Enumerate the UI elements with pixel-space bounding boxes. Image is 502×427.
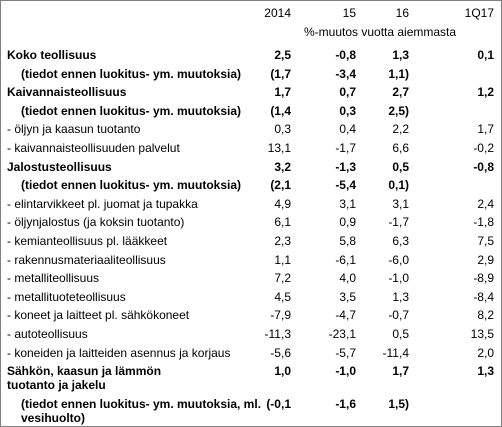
cell-value: -7,9 [270, 308, 291, 323]
column-header: 1Q17 [464, 6, 494, 20]
cell-value: 4,0 [339, 271, 356, 286]
cell-value: 0,3 [274, 122, 291, 137]
cell-value: (-0,1 [266, 397, 291, 412]
cell-value: 5,8 [339, 234, 356, 248]
cell-value: -5,7 [335, 345, 356, 360]
cell-value: 1,7 [477, 122, 494, 137]
row-label: Koko teollisuus [7, 48, 97, 62]
cell-value: 4,5 [274, 289, 291, 304]
cell-value: 1,3 [477, 364, 494, 379]
cell-value: -3,4 [335, 66, 356, 81]
row-label: - kemianteollisuus pl. lääkkeet [7, 234, 168, 248]
cell-value: -8,9 [473, 271, 494, 286]
cell-value: 13,5 [470, 327, 494, 341]
header-note: %-muutos vuotta aiemmasta [304, 25, 457, 39]
cell-value: 2,5) [388, 103, 409, 118]
cell-value: 8,2 [477, 308, 494, 323]
cell-value: -11,3 [264, 327, 291, 341]
cell-value: -5,4 [335, 178, 356, 193]
cell-value: 7,2 [274, 271, 291, 286]
row-label: - öljyn ja kaasun tuotanto [7, 122, 141, 137]
cell-value: -0,8 [335, 48, 356, 62]
cell-value: 3,1 [339, 196, 356, 211]
cell-value: -1,8 [473, 215, 494, 230]
cell-value: -1,7 [388, 215, 409, 230]
cell-value: 0,4 [339, 122, 356, 137]
cell-value: 0,3 [339, 103, 356, 118]
cell-value: -6,0 [388, 252, 409, 267]
cell-value: 1,2 [477, 85, 494, 100]
cell-value: 2,4 [477, 196, 494, 211]
cell-value: 2,0 [477, 345, 494, 360]
cell-value: -1,7 [335, 141, 356, 155]
row-label: - autoteollisuus [7, 327, 88, 341]
cell-value: -6,1 [335, 252, 356, 267]
row-label: - koneet ja laitteet pl. sähkökoneet [7, 308, 190, 323]
cell-value: 2,2 [392, 122, 409, 137]
cell-value: 13,1 [267, 141, 291, 155]
row-label: - koneiden ja laitteiden asennus ja korj… [7, 345, 231, 360]
cell-value: 7,5 [477, 234, 494, 248]
row-label: Sähkön, kaasun ja lämmön tuotanto ja jak… [7, 364, 162, 393]
cell-value: -8,4 [473, 289, 494, 304]
cell-value: 6,1 [274, 215, 291, 230]
column-header: 16 [395, 6, 409, 20]
column-header: 2014 [264, 6, 291, 20]
cell-value: 6,3 [392, 234, 409, 248]
cell-value: -1,3 [335, 159, 356, 174]
cell-value: 2,5 [274, 48, 291, 62]
cell-value: -0,2 [473, 141, 494, 155]
cell-value: 1,5) [388, 397, 409, 412]
cell-value: -0,8 [473, 159, 494, 174]
cell-value: (1,7 [270, 66, 291, 81]
row-label: - rakennusmateriaaliteollisuus [7, 252, 166, 267]
cell-value: (2,1 [270, 178, 291, 193]
row-label: - öljynjalostus (ja koksin tuotanto) [7, 215, 185, 230]
row-label: (tiedot ennen luokitus- ym. muutoksia) [21, 103, 242, 118]
cell-value: 3,2 [274, 159, 291, 174]
cell-value: (1,4 [270, 103, 291, 118]
cell-value: 0,7 [339, 85, 356, 100]
cell-value: -1,6 [335, 397, 356, 412]
row-label: Kaivannaisteollisuus [7, 85, 127, 100]
row-label: (tiedot ennen luokitus- ym. muutoksia, m… [21, 397, 262, 426]
cell-value: 1,3 [392, 48, 409, 62]
cell-value: 1,3 [392, 289, 409, 304]
row-label: Jalostusteollisuus [7, 159, 112, 174]
cell-value: -11,4 [382, 345, 409, 360]
cell-value: 0,5 [392, 327, 409, 341]
cell-value: 0,9 [339, 215, 356, 230]
cell-value: 3,5 [339, 289, 356, 304]
cell-value: 3,1 [392, 196, 409, 211]
cell-value: -4,7 [335, 308, 356, 323]
cell-value: 1,1) [388, 66, 409, 81]
cell-value: 2,3 [274, 234, 291, 248]
cell-value: -1,0 [388, 271, 409, 286]
row-label: (tiedot ennen luokitus- ym. muutoksia) [21, 178, 242, 193]
cell-value: 0,1 [477, 48, 494, 62]
cell-value: -0,7 [388, 308, 409, 323]
cell-value: -23,1 [328, 327, 356, 341]
row-label: (tiedot ennen luokitus- ym. muutoksia) [21, 66, 242, 81]
cell-value: 0,5 [392, 159, 409, 174]
cell-value: -5,6 [270, 345, 291, 360]
row-label: - elintarvikkeet pl. juomat ja tupakka [7, 196, 198, 211]
cell-value: 2,9 [477, 252, 494, 267]
row-label: - metalliteollisuus [7, 271, 100, 286]
cell-value: 0,1) [388, 178, 409, 193]
cell-value: 1,7 [274, 85, 291, 100]
cell-value: 1,0 [274, 364, 291, 379]
cell-value: 4,9 [274, 196, 291, 211]
cell-value: 2,7 [392, 85, 409, 100]
cell-value: 1,7 [392, 364, 409, 379]
cell-value: 6,6 [392, 141, 409, 155]
row-label: - metallituoteteollisuus [7, 289, 126, 304]
row-label: - kaivannaisteollisuuden palvelut [7, 141, 180, 155]
cell-value: -1,0 [335, 364, 356, 379]
column-header: 15 [342, 6, 356, 20]
cell-value: 1,1 [274, 252, 291, 267]
